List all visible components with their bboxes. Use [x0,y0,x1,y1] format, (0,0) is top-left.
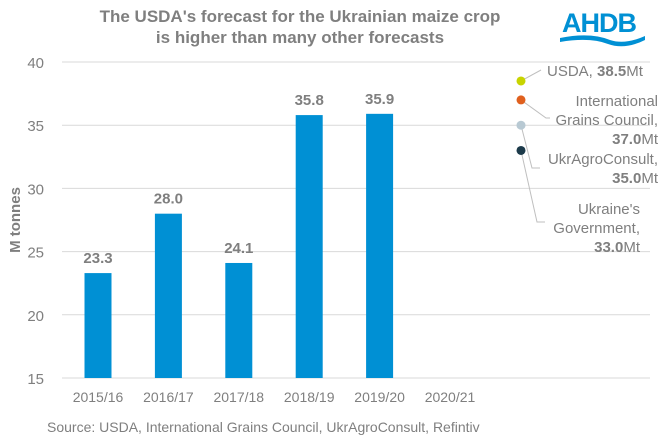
x-tick-label: 2016/17 [143,389,194,405]
leader-line [520,99,550,119]
forecast-point [516,76,526,86]
forecast-label: 33.0Mt [594,239,641,256]
logo-wave-icon [560,35,645,47]
bar [366,113,394,378]
x-tick-label: 2019/20 [354,389,405,405]
forecast-label: Government, [553,220,640,237]
leader-line [520,125,540,169]
x-tick-label: 2015/16 [73,389,124,405]
bar [154,213,182,378]
source-note: Source: USDA, International Grains Counc… [47,419,480,435]
forecast-label: Grains Council, [555,112,658,129]
forecast-label: 37.0Mt [612,131,659,148]
data-label: 35.9 [365,91,394,108]
forecast-label: 35.0Mt [612,170,659,187]
data-label: 35.8 [295,92,324,109]
y-tick-label: 15 [27,371,44,388]
y-axis-label: M tonnes [7,187,24,253]
forecast-point [516,145,526,155]
y-tick-label: 40 [27,55,44,72]
data-label: 28.0 [154,191,183,208]
forecast-point [516,95,526,105]
forecast-point [516,120,526,130]
forecast-label: UkrAgroConsult, [548,151,658,168]
forecast-label: Ukraine's [578,201,640,218]
y-tick-label: 25 [27,245,44,262]
x-tick-label: 2018/19 [284,389,335,405]
forecast-label: USDA, 38.5Mt [547,63,644,80]
forecast-label: International [575,93,658,110]
chart-title-line-2: is higher than many other forecasts [156,28,444,47]
leader-line [520,150,545,223]
x-tick-label: 2017/18 [213,389,264,405]
y-tick-label: 20 [27,308,44,325]
data-label: 24.1 [224,240,253,257]
x-tick-label: 2020/21 [425,389,476,405]
ahdb-logo: AHDB [560,8,645,47]
y-tick-label: 30 [27,181,44,198]
logo-text: AHDB [562,8,636,38]
bar [84,273,112,378]
y-tick-label: 35 [27,118,44,135]
bar [225,262,253,378]
bar [295,115,323,378]
data-label: 23.3 [83,250,112,267]
chart-title-line-1: The USDA's forecast for the Ukrainian ma… [100,7,501,26]
